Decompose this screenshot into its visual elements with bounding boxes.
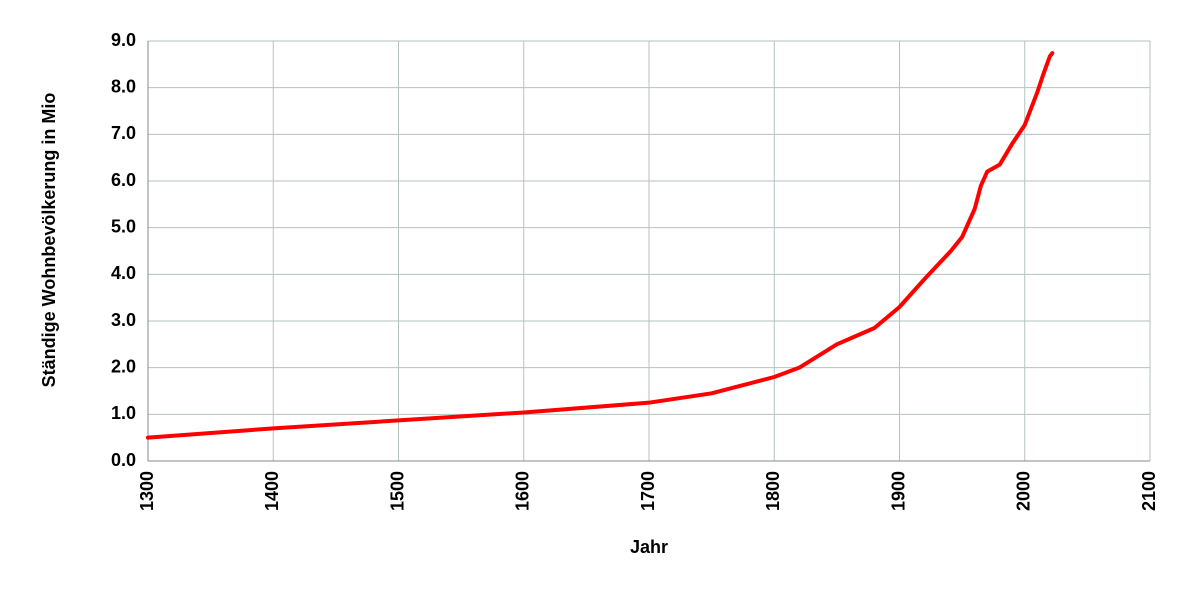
x-tick-label: 1700 <box>638 471 658 511</box>
y-axis-label: Ständige Wohnbevölkerung in Mio <box>39 93 59 388</box>
x-tick-label: 1900 <box>888 471 908 511</box>
x-tick-label: 2000 <box>1014 471 1034 511</box>
x-tick-label: 1500 <box>387 471 407 511</box>
y-tick-label: 7.0 <box>111 123 136 143</box>
x-axis-label: Jahr <box>630 537 668 557</box>
x-tick-label: 1400 <box>262 471 282 511</box>
x-tick-label: 1600 <box>513 471 533 511</box>
y-tick-label: 0.0 <box>111 450 136 470</box>
y-tick-label: 5.0 <box>111 216 136 236</box>
y-tick-label: 3.0 <box>111 310 136 330</box>
y-tick-label: 4.0 <box>111 263 136 283</box>
y-tick-label: 8.0 <box>111 76 136 96</box>
y-tick-label: 2.0 <box>111 356 136 376</box>
x-tick-label: 2100 <box>1139 471 1159 511</box>
y-tick-label: 1.0 <box>111 403 136 423</box>
y-tick-label: 6.0 <box>111 170 136 190</box>
data-line <box>146 51 1055 440</box>
x-tick-label: 1800 <box>763 471 783 511</box>
x-tick-label: 1300 <box>137 471 157 511</box>
y-tick-label: 9.0 <box>111 30 136 50</box>
